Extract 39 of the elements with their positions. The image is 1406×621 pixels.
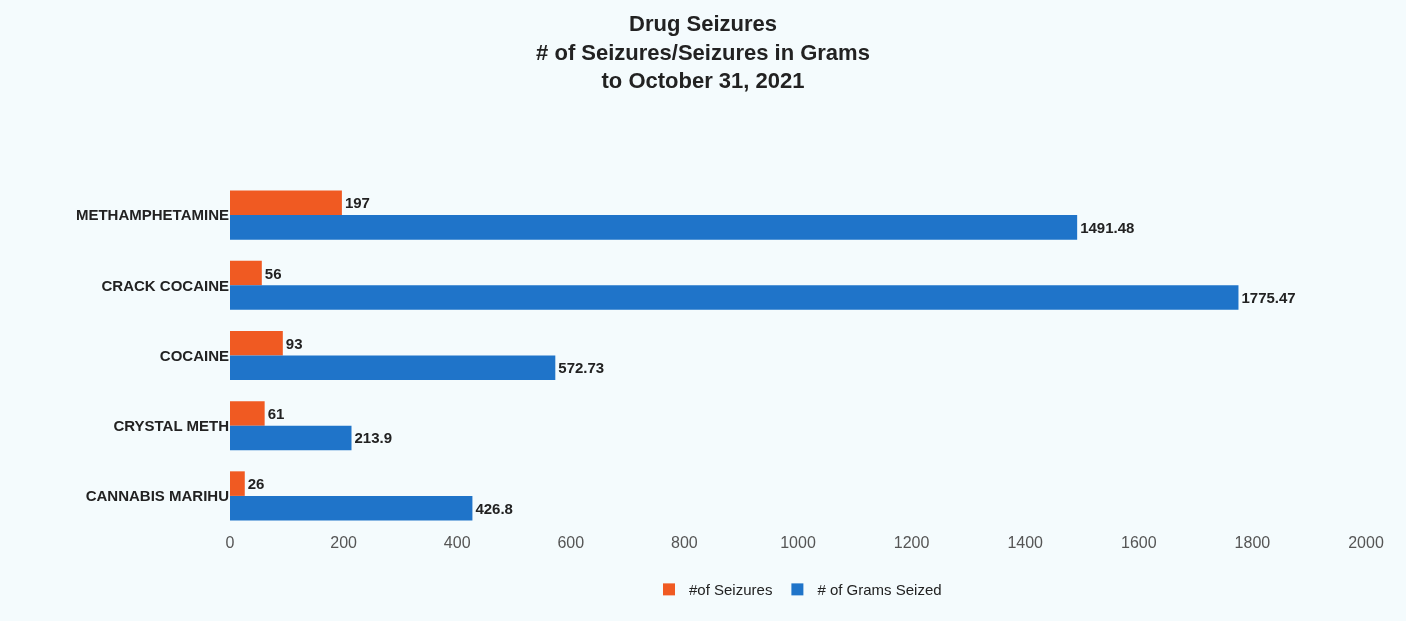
data-label: 426.8 — [475, 499, 513, 517]
x-tick-label: 1000 — [780, 534, 816, 551]
data-label: 1775.47 — [1241, 289, 1296, 307]
data-label: 56 — [264, 264, 282, 282]
bar — [230, 425, 352, 451]
x-tick-label: 400 — [443, 534, 471, 551]
x-tick-label: 2000 — [1348, 534, 1384, 551]
data-label: 1491.48 — [1080, 218, 1135, 236]
bar — [230, 285, 1239, 310]
legend-label: #of Seizures — [689, 581, 773, 599]
data-label: 26 — [247, 475, 265, 493]
x-tick-label: 600 — [557, 534, 585, 551]
x-tick-label: 1600 — [1121, 534, 1157, 551]
chart-title: Drug Seizures # of Seizures/Seizures in Grams to October 31, 2021 — [536, 11, 870, 94]
x-tick-label: 0 — [225, 534, 235, 551]
data-label: 572.73 — [558, 359, 605, 377]
x-tick-label: 200 — [330, 534, 358, 551]
y-tick-label: CANNABIS MARIHU — [85, 487, 229, 505]
bar — [230, 190, 342, 216]
legend-label: # of Grams Seized — [817, 581, 942, 599]
bar — [230, 330, 283, 356]
y-tick-label: COCAINE — [159, 346, 229, 364]
y-tick-label: CRACK COCAINE — [101, 276, 229, 294]
bar — [230, 260, 262, 286]
data-label: 197 — [344, 194, 370, 212]
bar — [230, 401, 265, 426]
bar — [230, 471, 245, 496]
x-tick-label: 1800 — [1234, 534, 1271, 551]
data-label: 213.9 — [354, 429, 393, 447]
y-tick-label: CRYSTAL METH — [113, 416, 229, 434]
x-tick-label: 1200 — [893, 534, 930, 551]
x-tick-label: 800 — [671, 534, 698, 551]
bar — [230, 495, 473, 521]
x-tick-label: 1400 — [1007, 534, 1044, 551]
bar — [230, 215, 1078, 240]
bar — [230, 355, 556, 381]
data-label: 61 — [267, 404, 285, 422]
y-tick-label: METHAMPHETAMINE — [75, 206, 229, 224]
data-label: 93 — [285, 334, 303, 352]
